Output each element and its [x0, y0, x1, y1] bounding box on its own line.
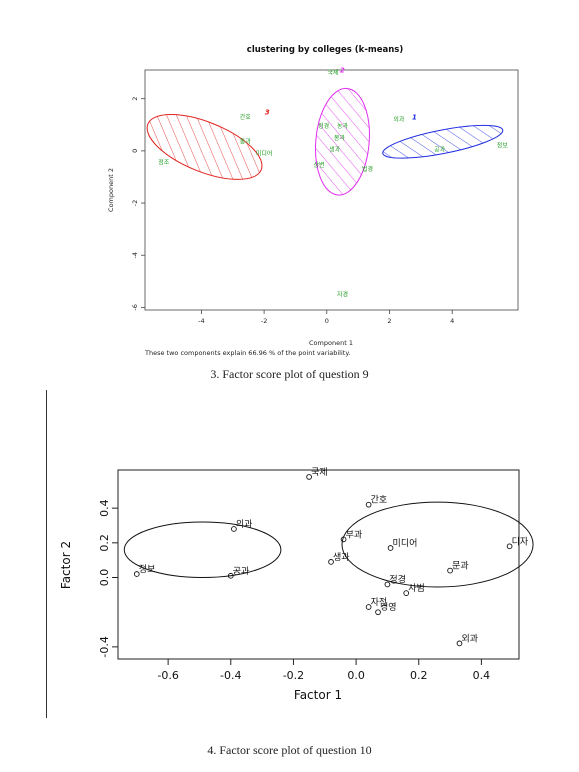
chart1-y-tick-label: -4	[131, 252, 139, 258]
chart1-point-label: 국제	[328, 69, 339, 77]
chart1-point-label: 간호	[240, 113, 252, 121]
chart1-note: These two components explain 66.96 % of …	[144, 349, 350, 357]
chart1-y-tick-label: -2	[131, 200, 139, 206]
chart2-point	[387, 545, 394, 551]
chart2-point-label: 공과	[233, 566, 250, 577]
chart2-point	[306, 474, 312, 480]
chart1-point-label: 의과	[393, 116, 405, 124]
chart2-point-label: 사범	[408, 583, 425, 594]
chart2-point	[133, 571, 140, 577]
chart2-y-tick-label: -0.4	[98, 636, 111, 657]
chart2-point	[231, 526, 237, 532]
chart2-point-label: 디자	[512, 536, 529, 547]
factor-score-plot: -0.6 -0.4 -0.2 0.0 0.2 0.4 0.4 0.2 0.0 -0.4 국제간호의…	[59, 467, 534, 702]
cluster-ellipse-3	[146, 114, 263, 180]
chart1-point-label: 상변	[313, 161, 324, 169]
chart1-x-tick-label: 0	[325, 317, 329, 325]
chart2-point	[456, 640, 463, 647]
chart2-x-tick-label: 0.2	[410, 669, 428, 682]
chart1-point-label: 법경	[362, 165, 373, 173]
chart1-point-label: 미디어	[256, 149, 273, 157]
factor-ellipse-2	[341, 501, 534, 588]
chart2-point	[447, 567, 453, 574]
chart1-title: clustering by colleges (k-means)	[247, 45, 404, 55]
chart2-point	[375, 609, 381, 616]
chart2-point-label: 의과	[236, 519, 253, 530]
chart1-point-label: 공과	[434, 146, 446, 154]
chart1-y-axis-label: Component 2	[107, 168, 115, 212]
chart1-point-label: 생과	[329, 146, 341, 154]
cluster-id-marker: 3	[265, 108, 270, 116]
chart2-point	[384, 581, 391, 588]
chart2-point-label: 문과	[452, 561, 469, 572]
chart2-x-tick-label: 0.0	[347, 669, 365, 682]
chart1-x-tick-label: 4	[450, 317, 454, 325]
cluster-ellipse-2	[315, 87, 370, 196]
chart1-point-label: 통과	[240, 138, 252, 146]
chart2-point-label: 정경	[389, 573, 406, 585]
chart2-point	[340, 536, 347, 543]
chart1-point-label: 정조	[158, 160, 170, 167]
chart2-point	[506, 543, 513, 550]
cluster-id-marker: 1	[412, 114, 417, 122]
chart1-x-axis-label: Component 1	[309, 339, 353, 347]
caption-question-10: 4. Factor score plot of question 10	[207, 743, 372, 757]
chart1-point-label: 자경	[337, 290, 348, 298]
chart1-point-label: 봉과	[334, 134, 346, 142]
chart1-point-label: 정보	[497, 143, 509, 150]
chart2-point-label: 생과	[333, 552, 350, 563]
chart1-x-tick-label: -4	[198, 317, 204, 325]
chart2-y-tick-label: 0.4	[98, 499, 111, 517]
chart2-x-axis-label: Factor 1	[294, 688, 342, 702]
chart1-x-tick-label: 2	[387, 317, 391, 325]
chart2-y-tick-label: 0.0	[98, 569, 111, 587]
chart2-point-label: 부과	[346, 529, 363, 540]
chart2-point	[365, 501, 372, 508]
chart2-x-tick-label: -0.2	[283, 669, 304, 682]
chart2-x-tick-label: -0.4	[220, 669, 241, 682]
factor-ellipse-1	[123, 521, 282, 579]
chart2-point-label: 미디어	[393, 538, 418, 549]
chart2-point-label: 자전	[371, 597, 388, 608]
chart2-y-tick-label: 0.2	[98, 534, 111, 552]
chart1-plot-frame	[144, 69, 519, 311]
chart1-point-label: 농과	[337, 122, 349, 130]
chart2-plot-frame	[117, 469, 520, 660]
chart2-point	[365, 604, 372, 610]
chart1-y-tick-label: 0	[131, 149, 139, 153]
chart2-point-label: 외과	[461, 632, 478, 644]
kmeans-cluster-plot: clustering by colleges (k-means) -4 -2 0 2 4…	[107, 45, 519, 357]
chart2-x-tick-label: -0.6	[157, 669, 178, 682]
cluster-ellipse-1	[382, 124, 504, 159]
chart2-point-label: 경영	[380, 601, 397, 613]
left-rule	[46, 390, 47, 718]
chart1-y-tick-label: -6	[131, 304, 139, 310]
chart1-x-tick-label: -2	[261, 317, 267, 325]
chart1-y-tick-label: 2	[131, 97, 139, 101]
chart1-point-label: 정경	[318, 123, 329, 130]
chart2-point	[328, 559, 334, 565]
chart2-point	[227, 572, 234, 579]
chart2-point-label: 정보	[139, 564, 156, 575]
chart2-x-tick-label: 0.4	[473, 669, 491, 682]
cluster-id-marker: 2	[340, 67, 345, 75]
chart2-point-label: 간호	[371, 495, 388, 506]
chart2-point-label: 국제	[311, 467, 328, 478]
chart2-y-axis-label: Factor 2	[59, 541, 73, 589]
chart2-point	[403, 590, 410, 596]
caption-question-9: 3. Factor score plot of question 9	[210, 367, 369, 381]
